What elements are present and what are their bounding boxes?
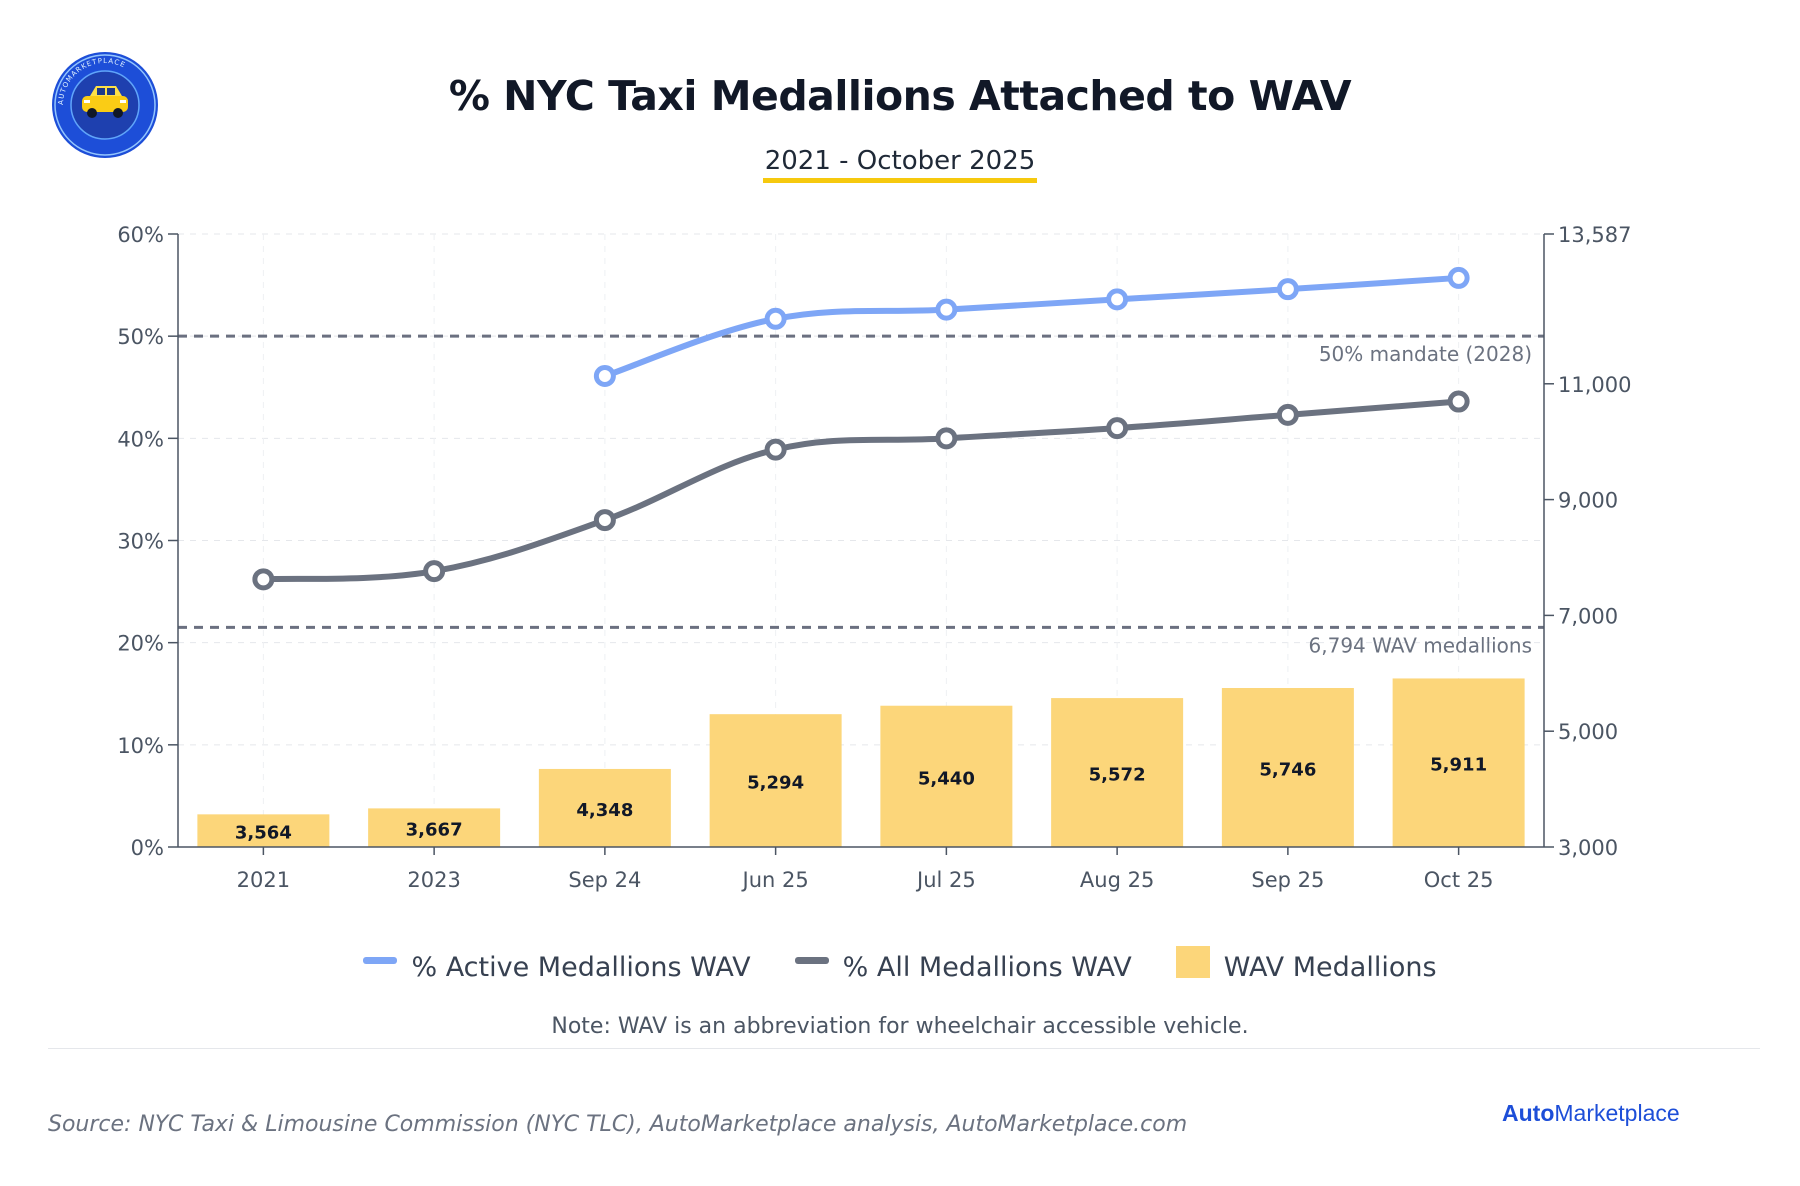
bar-wav-medallions [1221, 688, 1354, 847]
point-marker [1447, 266, 1470, 289]
legend: % Active Medallions WAV % All Medallions… [0, 945, 1800, 983]
labels: 3,564 3,667 4,348 5,294 5,440 5,572 5,746 5,911… [117, 223, 1631, 892]
brand-text-marketplace: Marketplace [1554, 1100, 1680, 1126]
taxi-car-icon [82, 86, 128, 118]
brand-text-auto: Auto [1502, 1100, 1555, 1126]
reference-line-label: 6,794 WAV medallions [1309, 633, 1532, 657]
point-marker [764, 307, 787, 330]
legend-item-active[interactable]: % Active Medallions WAV [363, 952, 751, 983]
point-marker [1276, 278, 1299, 301]
legend-label-active: % Active Medallions WAV [411, 952, 751, 983]
x-tick-label: Sep 24 [568, 868, 641, 892]
right-tick-label: 5,000 [1558, 720, 1618, 744]
bar-value-label: 5,911 [1430, 755, 1487, 776]
bars [197, 678, 1525, 847]
bar-wav-medallions [368, 808, 501, 847]
x-tick-label: 2023 [407, 868, 460, 892]
chart-title: % NYC Taxi Medallions Attached to WAV [448, 72, 1352, 120]
legend-label-all: % All Medallions WAV [842, 952, 1132, 983]
bar-value-label: 5,440 [918, 768, 975, 789]
bar-value-label: 4,348 [576, 800, 633, 821]
point-marker [1447, 390, 1470, 413]
right-tick-label: 3,000 [1558, 836, 1618, 860]
chart-area: 3,564 3,667 4,348 5,294 5,440 5,572 5,746 5,911… [117, 223, 1631, 892]
point-marker [1276, 403, 1299, 426]
point-marker [252, 568, 275, 591]
x-tick-label: Sep 25 [1251, 868, 1324, 892]
reference-line-label: 50% mandate (2028) [1319, 342, 1532, 366]
brand-logo-text[interactable]: AutoMarketplace [1502, 1100, 1680, 1127]
bar-value-label: 5,294 [747, 773, 804, 794]
bar-value-label: 5,746 [1259, 760, 1316, 781]
x-tick-label: Aug 25 [1080, 868, 1154, 892]
right-tick-label: 7,000 [1558, 604, 1618, 628]
right-tick-label: 9,000 [1558, 489, 1618, 513]
bar-wav-medallions [1392, 678, 1525, 847]
point-marker [764, 438, 787, 461]
right-tick-label: 13,587 [1558, 223, 1631, 247]
source-text: Source: NYC Taxi & Limousine Commission … [48, 1112, 1188, 1137]
point-marker [423, 560, 446, 583]
legend-item-bars[interactable]: WAV Medallions [1175, 945, 1437, 983]
divider [48, 1048, 1760, 1049]
legend-swatch-bars [1175, 945, 1210, 978]
bar-value-label: 5,572 [1089, 765, 1146, 786]
point-marker [1106, 288, 1129, 311]
left-tick-label: 10% [117, 734, 164, 758]
chart-subtitle: 2021 - October 2025 [762, 146, 1038, 183]
bar-wav-medallions [197, 814, 330, 847]
left-tick-label: 0% [131, 836, 164, 860]
axes [168, 233, 1554, 855]
x-tick-label: 2021 [237, 868, 290, 892]
x-tick-label: Jul 25 [915, 868, 976, 892]
x-tick-label: Oct 25 [1424, 868, 1494, 892]
point-marker [935, 427, 958, 450]
legend-label-bars: WAV Medallions [1223, 952, 1437, 983]
footnote: Note: WAV is an abbreviation for wheelch… [551, 1014, 1249, 1039]
legend-item-all[interactable]: % All Medallions WAV [794, 952, 1132, 983]
left-tick-label: 40% [117, 427, 164, 451]
x-tick-label: Jun 25 [741, 868, 809, 892]
bar-wav-medallions [1051, 698, 1184, 847]
reference-lines [178, 334, 1544, 629]
point-marker [1106, 417, 1129, 440]
point-marker [593, 509, 616, 532]
point-marker [935, 298, 958, 321]
bar-value-label: 3,667 [406, 820, 463, 841]
series-lines [252, 266, 1470, 591]
left-tick-label: 50% [117, 325, 164, 349]
line-all-medallions-wav [260, 398, 1462, 583]
bar-wav-medallions [538, 768, 671, 847]
bar-value-label: 3,564 [235, 823, 292, 844]
bar-wav-medallions [880, 705, 1013, 847]
right-tick-label: 11,000 [1558, 373, 1631, 397]
automarketplace-logo-badge: AUTOMARKETPLACE [50, 50, 160, 160]
point-marker [593, 365, 616, 388]
left-tick-label: 60% [117, 223, 164, 247]
line-active-medallions-wav [601, 274, 1462, 380]
legend-swatch-all [794, 957, 829, 964]
legend-swatch-active [363, 957, 398, 964]
left-tick-label: 30% [117, 530, 164, 554]
bar-wav-medallions [709, 714, 842, 847]
left-tick-label: 20% [117, 632, 164, 656]
